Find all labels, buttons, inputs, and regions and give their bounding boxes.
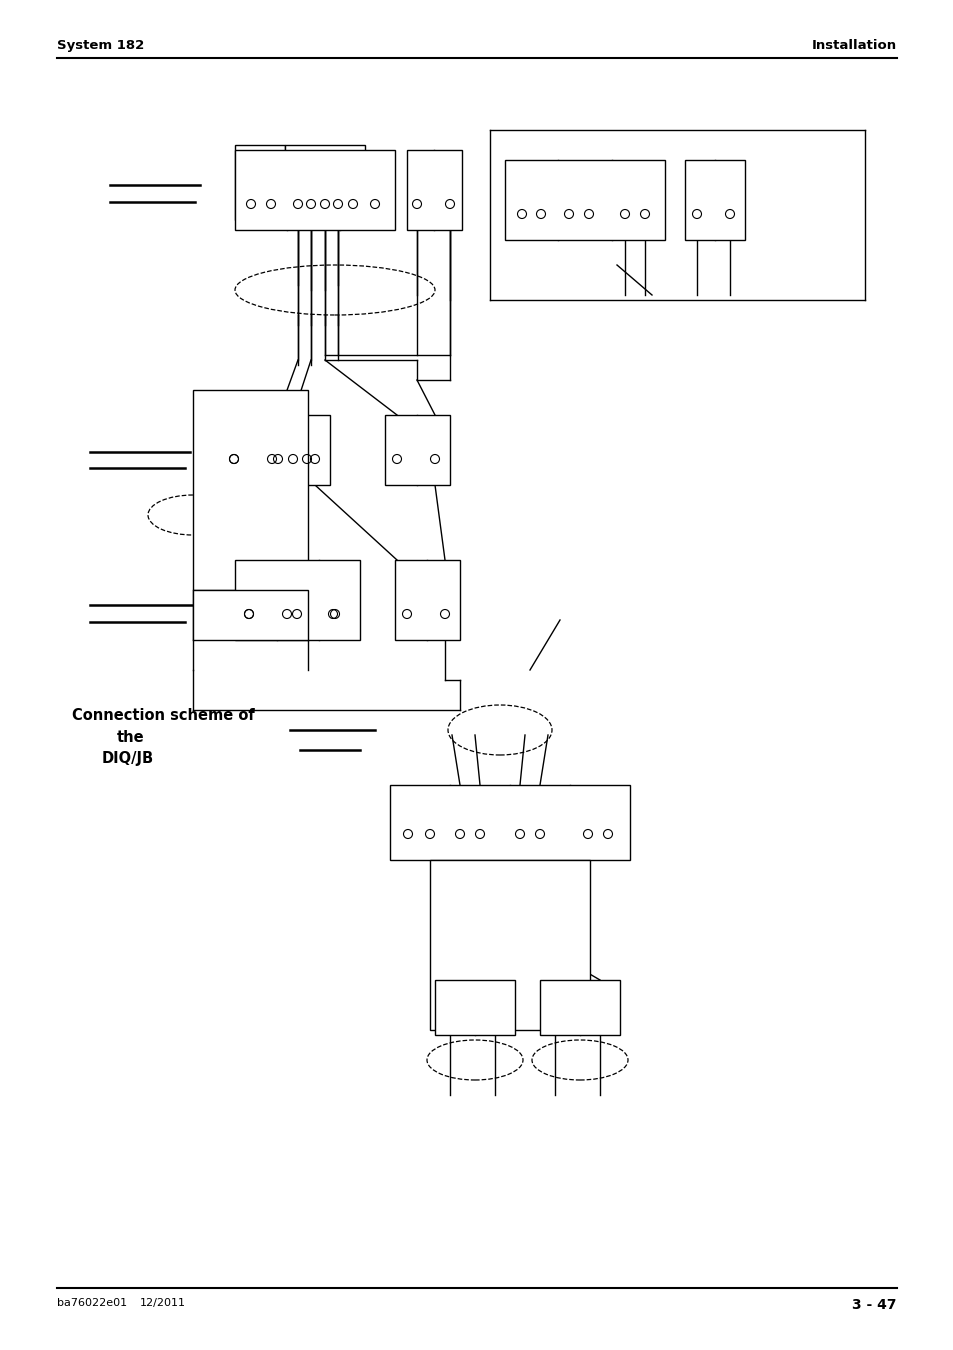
Text: ba76022e01: ba76022e01 [57, 1297, 127, 1308]
Bar [430, 860, 589, 1030]
Bar [684, 161, 744, 240]
Bar [390, 784, 629, 860]
Text: System 182: System 182 [57, 39, 144, 53]
Bar [193, 590, 308, 640]
Bar [504, 161, 664, 240]
Bar [234, 560, 359, 640]
Text: 3 - 47: 3 - 47 [852, 1297, 896, 1312]
Bar [193, 390, 308, 590]
Text: 12/2011: 12/2011 [140, 1297, 186, 1308]
Bar [395, 560, 459, 640]
Bar [435, 980, 515, 1035]
Text: Connection scheme of: Connection scheme of [71, 707, 254, 722]
Bar [234, 150, 395, 230]
Text: Installation: Installation [811, 39, 896, 53]
Bar [234, 144, 285, 220]
Bar [539, 980, 619, 1035]
Bar [220, 414, 330, 485]
Bar [285, 144, 365, 220]
Text: the: the [117, 729, 145, 744]
Bar [407, 150, 461, 230]
Bar [385, 414, 450, 485]
Text: DIQ/JB: DIQ/JB [102, 752, 154, 767]
